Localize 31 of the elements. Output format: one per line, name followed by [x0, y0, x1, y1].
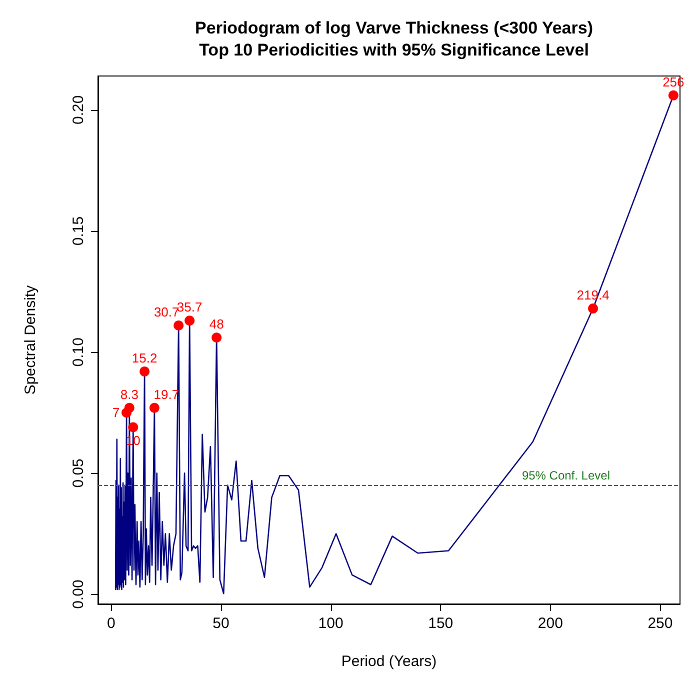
annotation: 7 — [112, 405, 120, 420]
y-tick-label: 0.05 — [70, 458, 87, 488]
point — [140, 366, 150, 376]
x-tick-label: 250 — [648, 615, 673, 632]
point — [212, 332, 222, 343]
point — [184, 316, 195, 326]
point — [588, 304, 598, 314]
point — [122, 408, 132, 418]
annotation: 35.7 — [176, 300, 202, 315]
y-axis-title: Spectral Density — [22, 284, 39, 395]
annotation: 8.3 — [120, 386, 138, 402]
x-tick-label: 50 — [212, 615, 230, 632]
x-axis-title: Period (Years) — [341, 653, 437, 670]
y-tick-label: 0.20 — [70, 95, 87, 125]
ref-line-label: 95% Conf. Level — [522, 468, 610, 482]
point — [128, 422, 138, 432]
point — [174, 320, 184, 330]
x-tick-label: 200 — [538, 615, 563, 632]
chart-title: Periodogram of log Varve Thickness (<300 Years) — [195, 18, 593, 38]
point — [149, 402, 160, 413]
annotation: 15.2 — [132, 350, 158, 366]
x-tick-label: 100 — [318, 615, 344, 632]
y-tick-label: 0.00 — [70, 580, 87, 609]
point — [668, 90, 678, 100]
x-tick-label: 0 — [107, 615, 116, 632]
y-tick-label: 0.10 — [70, 338, 87, 367]
y-tick-label: 0.15 — [70, 216, 87, 246]
x-tick-label: 150 — [428, 615, 454, 632]
annotation: 48 — [209, 316, 224, 332]
annotation: 30.7 — [154, 304, 180, 320]
chart-subtitle: Top 10 Periodicities with 95% Significance Level — [199, 40, 589, 60]
